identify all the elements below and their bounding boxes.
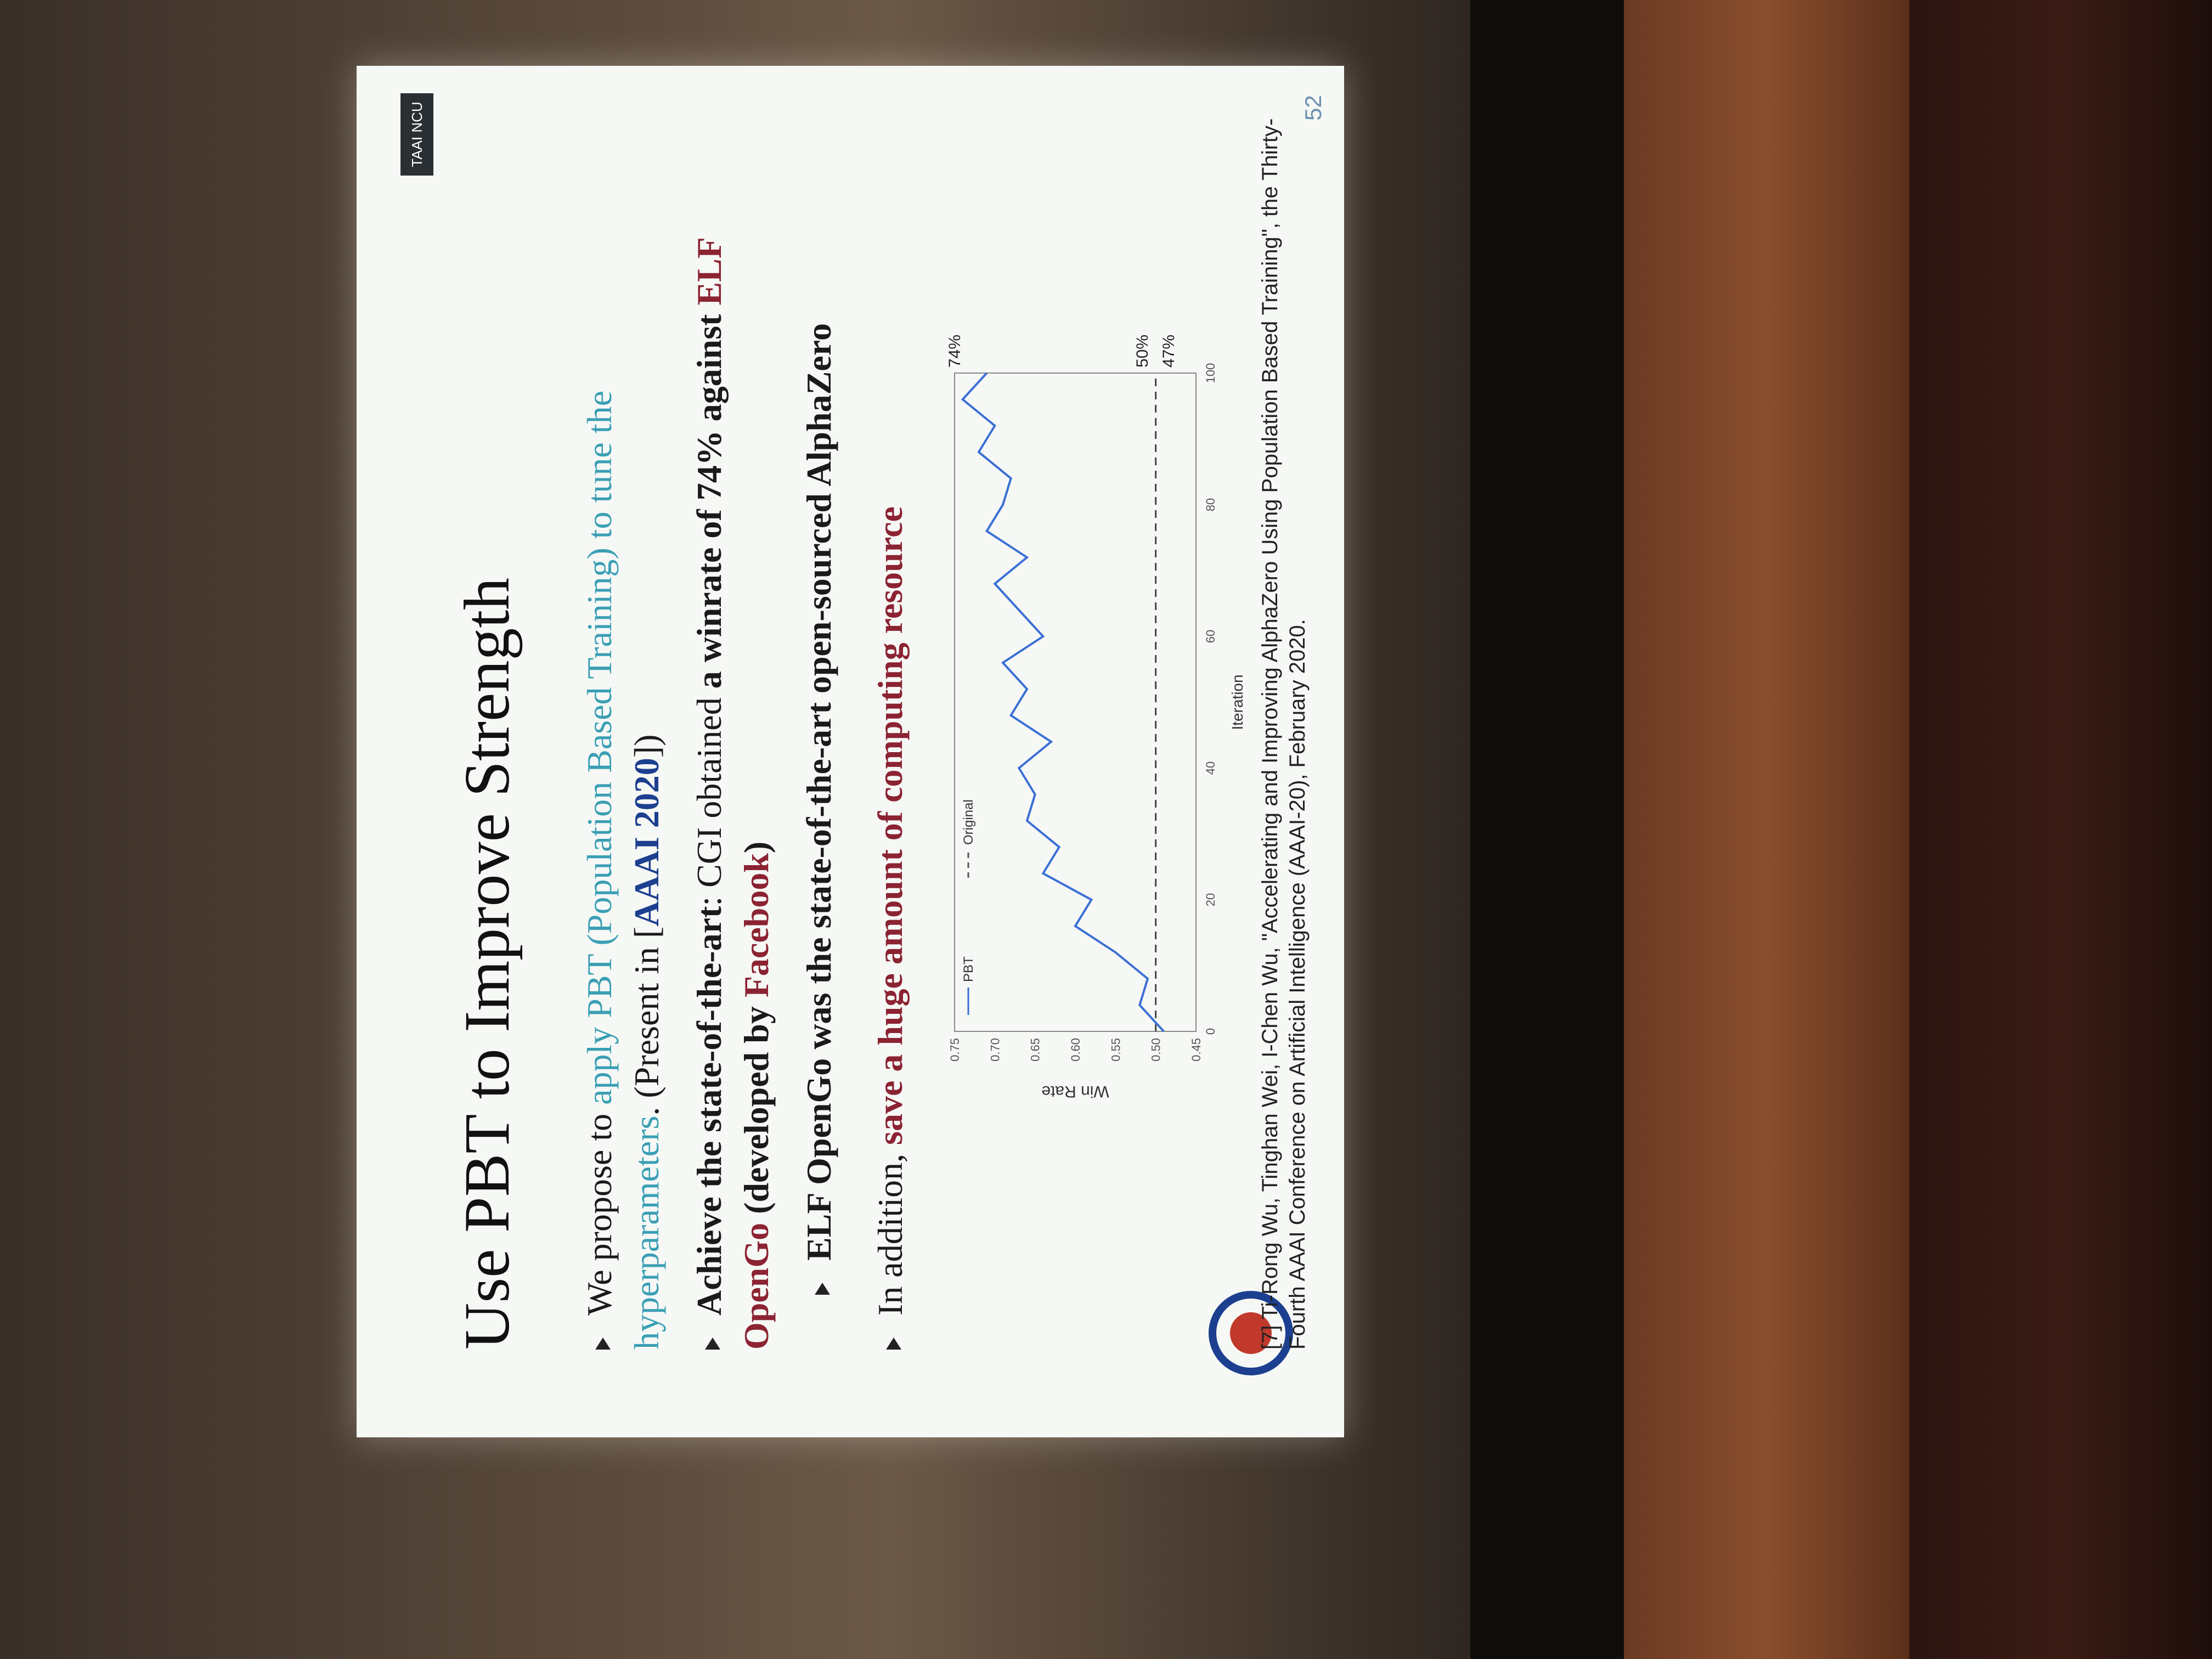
y-tick-label: 0.55 — [1109, 1038, 1122, 1062]
venue-badge: TAAI NCU — [400, 93, 433, 176]
bullet-arrow-icon — [595, 1338, 611, 1350]
page-number: 52 — [1300, 95, 1326, 121]
x-tick-label: 20 — [1204, 893, 1217, 906]
y-ticks: 0.45 0.50 0.55 0.60 0.65 0.70 0.75 — [948, 1038, 1203, 1062]
x-tick-label: 0 — [1204, 1028, 1217, 1035]
x-tick-label: 40 — [1204, 761, 1217, 775]
bullet-state-of-art: Achieve the state-of-the-art: CGI obtain… — [690, 238, 776, 1350]
series-pbt-line — [961, 372, 1165, 1032]
legend: PBT Original — [961, 799, 976, 1015]
cgi-logo — [1209, 1291, 1293, 1375]
reference-citation: [7] Ti-Rong Wu, Tinghan Wei, I-Chen Wu, … — [1258, 118, 1310, 1350]
audience-seats — [1909, 0, 2212, 1659]
bullet-arrow-icon — [705, 1338, 721, 1350]
winrate-chart: 0.45 0.50 0.55 0.60 0.65 0.70 0.75 0 20 40 60 80 10… — [946, 335, 1246, 1101]
y-tick-label: 0.70 — [988, 1038, 1002, 1062]
annotation-47: 47% — [1160, 335, 1178, 368]
slide-title: Use PBT to Improve Strength — [451, 577, 523, 1350]
annotation-74: 74% — [946, 335, 964, 368]
x-ticks: 0 20 40 60 80 100 — [1204, 363, 1217, 1035]
legend-original-label: Original — [961, 799, 976, 845]
projected-slide: TAAI NCU Use PBT to Improve Strength We … — [357, 66, 1344, 1437]
wood-panel — [1624, 0, 1909, 1659]
legend-pbt-label: PBT — [961, 956, 976, 982]
y-axis-label: Win Rate — [1041, 1082, 1109, 1101]
y-tick-label: 0.60 — [1069, 1038, 1082, 1062]
y-tick-label: 0.75 — [948, 1038, 962, 1062]
sub-bullet-elf: ELF OpenGo was the state-of-the-art open… — [795, 115, 843, 1295]
x-axis-label: Iteration — [1229, 674, 1246, 730]
plot-frame — [954, 373, 1197, 1032]
y-tick-label: 0.45 — [1189, 1038, 1203, 1062]
bullet-arrow-icon — [886, 1338, 902, 1350]
screen-frame — [1470, 0, 1646, 1659]
y-tick-label: 0.50 — [1149, 1038, 1163, 1062]
bullet-arrow-icon — [815, 1283, 831, 1295]
annotation-50: 50% — [1133, 335, 1152, 368]
x-tick-label: 60 — [1204, 630, 1217, 643]
bullet-pbt: We propose to apply PBT (Population Base… — [580, 391, 666, 1350]
bullet-computing: In addition, save a huge amount of compu… — [867, 170, 914, 1350]
x-tick-label: 80 — [1204, 498, 1217, 511]
y-tick-label: 0.65 — [1029, 1038, 1042, 1062]
x-tick-label: 100 — [1204, 363, 1217, 383]
